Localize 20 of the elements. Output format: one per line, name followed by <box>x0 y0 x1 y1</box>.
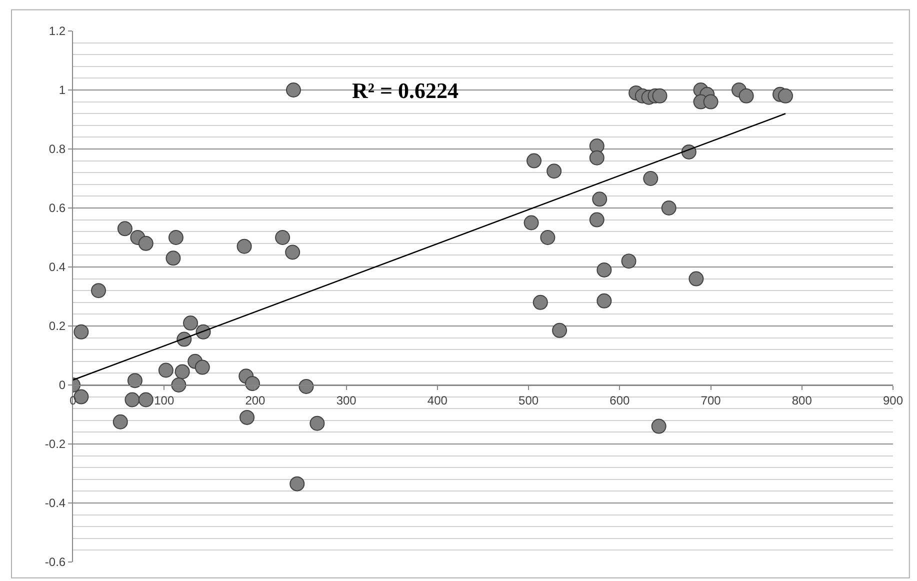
y-tick-label: 0 <box>58 378 66 392</box>
x-tick-label: 500 <box>518 393 539 408</box>
y-tick-label: 0.4 <box>48 260 66 274</box>
y-tick-label: 0.2 <box>48 319 66 334</box>
y-tick-label: -0.4 <box>44 496 66 510</box>
y-tick-label: 0.6 <box>48 201 66 216</box>
x-tick-label: 400 <box>427 393 448 408</box>
y-tick-label: 0.8 <box>48 142 66 156</box>
annotation: R² = 0.6224 <box>352 78 459 103</box>
x-tick-label: 800 <box>792 393 812 408</box>
x-tick-label: 700 <box>700 393 722 408</box>
x-tick-label: 900 <box>882 393 904 408</box>
y-tick-label: -0.6 <box>44 555 66 570</box>
x-tick-label: 600 <box>610 393 630 408</box>
x-tick-label: 100 <box>154 393 174 408</box>
y-tick-label: 1.2 <box>48 24 66 38</box>
x-tick-label: 200 <box>245 393 266 408</box>
y-tick-label: -0.2 <box>44 437 66 452</box>
y-tick-label: 1 <box>58 83 66 98</box>
x-tick-label: 300 <box>336 393 357 408</box>
